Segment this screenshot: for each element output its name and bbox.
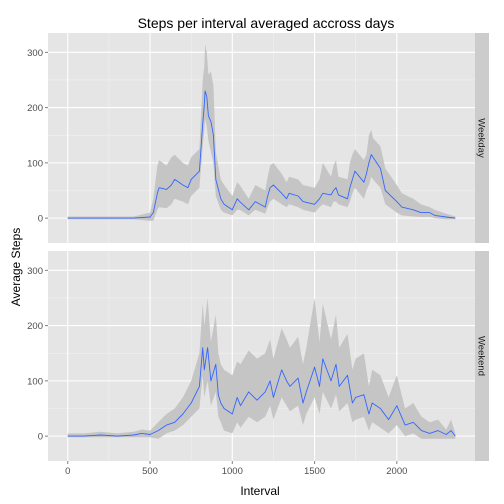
y-tick-label: 200 <box>27 321 43 332</box>
y-tick-label: 300 <box>27 266 43 277</box>
y-tick-label: 0 <box>38 432 43 443</box>
x-tick-label: 0 <box>65 466 70 477</box>
y-tick-label: 0 <box>38 214 43 225</box>
x-tick-label: 2000 <box>386 466 407 477</box>
panels-layer: 0 100 200 300 Weekday 0 100 200 300 Weekend <box>27 33 489 461</box>
facet-strip <box>475 33 489 243</box>
x-axis-label: Interval <box>240 484 279 498</box>
y-tick-label: 100 <box>27 158 43 169</box>
x-tick-label: 1000 <box>222 466 243 477</box>
facet-strip-label: Weekday <box>476 118 487 158</box>
x-tick-label: 1500 <box>304 466 325 477</box>
y-axis-label: Average Steps <box>9 228 23 307</box>
x-tick-label: 500 <box>142 466 158 477</box>
confidence-ribbon <box>67 44 456 221</box>
facet-strip <box>475 251 489 461</box>
facet-strip-label: Weekend <box>476 336 487 376</box>
panel-weekday: 0 100 200 300 Weekday <box>27 33 489 243</box>
panel-weekend: 0 100 200 300 Weekend <box>27 251 489 461</box>
chart-title: Steps per interval averaged accross days <box>138 15 395 31</box>
y-tick-label: 100 <box>27 376 43 387</box>
y-tick-label: 300 <box>27 48 43 59</box>
series-line <box>67 90 456 219</box>
x-axis: 0 500 1000 1500 2000 <box>65 461 407 477</box>
confidence-ribbon <box>67 298 456 439</box>
series-line <box>67 347 456 437</box>
y-tick-label: 200 <box>27 103 43 114</box>
